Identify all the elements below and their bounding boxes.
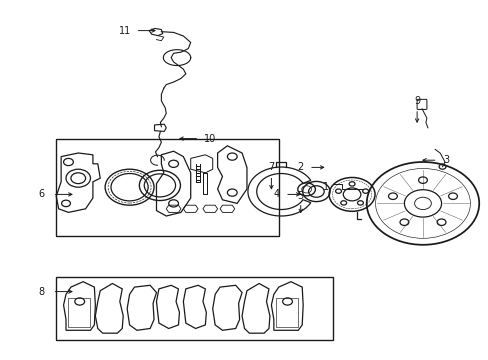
Bar — [56, 277, 332, 340]
Bar — [276, 298, 298, 327]
Text: 4: 4 — [273, 189, 279, 199]
Text: 7: 7 — [268, 162, 274, 172]
Text: 11: 11 — [118, 26, 131, 36]
Text: 6: 6 — [39, 189, 44, 199]
Text: 3: 3 — [443, 155, 448, 165]
Text: 5: 5 — [297, 191, 303, 201]
Bar — [56, 139, 278, 236]
Text: 10: 10 — [203, 134, 216, 144]
Text: 2: 2 — [297, 162, 303, 172]
Text: 9: 9 — [413, 96, 419, 106]
Text: 8: 8 — [39, 287, 44, 297]
Text: 1: 1 — [323, 182, 328, 192]
Bar — [68, 298, 90, 327]
